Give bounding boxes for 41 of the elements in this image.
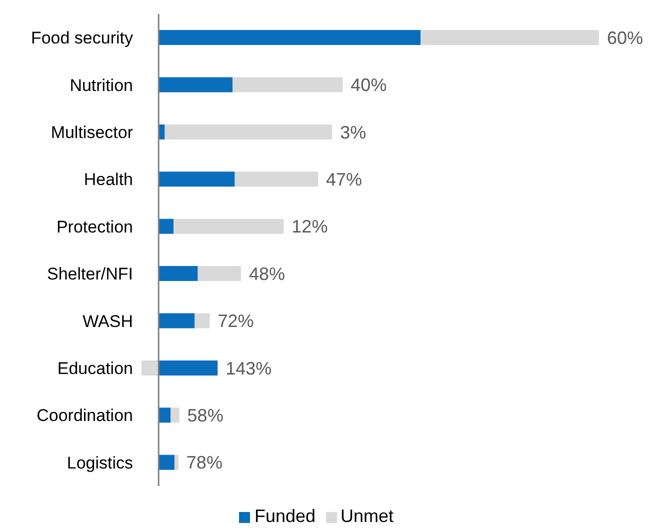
- annotation: 143%: [226, 358, 272, 378]
- y-tick-label: WASH: [82, 312, 133, 331]
- annotation: 60%: [606, 28, 643, 48]
- bar: [158, 218, 174, 234]
- bar: [234, 172, 318, 187]
- bar: [158, 172, 235, 187]
- annotation: 12%: [292, 216, 328, 237]
- bar: [158, 408, 171, 423]
- annotation: 3%: [340, 122, 366, 142]
- annotation: 72%: [218, 311, 254, 332]
- y-tick-label: Coordination: [36, 406, 133, 426]
- y-tick-label: Health: [84, 170, 133, 190]
- bar: [194, 313, 210, 328]
- annotation: 78%: [186, 452, 222, 473]
- y-tick-label: Shelter/NFI: [47, 264, 133, 284]
- bar: [158, 360, 218, 376]
- bar: [141, 360, 159, 376]
- annotation: 48%: [248, 264, 285, 284]
- bar: [158, 266, 198, 282]
- y-tick-label: Protection: [56, 217, 133, 236]
- bar: [174, 218, 284, 234]
- y-tick-label: Food security: [30, 28, 134, 48]
- annotation: 40%: [350, 75, 387, 96]
- bar: [174, 454, 178, 470]
- bar: [158, 77, 233, 92]
- bar: [232, 77, 343, 92]
- bar: [158, 30, 421, 46]
- annotation: 58%: [187, 406, 224, 426]
- bar: [158, 454, 174, 470]
- bar: [158, 313, 195, 328]
- legend-label: Unmet: [340, 506, 394, 526]
- bar: [198, 266, 241, 282]
- y-tick-label: Education: [57, 359, 133, 378]
- bar: [420, 30, 599, 46]
- bar: [170, 408, 180, 423]
- bar: [164, 124, 332, 140]
- legend-label: Funded: [254, 506, 316, 526]
- y-tick-label: Multisector: [50, 123, 134, 142]
- y-tick-label: Logistics: [66, 453, 133, 472]
- y-tick-label: Nutrition: [70, 76, 133, 95]
- annotation: 47%: [326, 170, 362, 190]
